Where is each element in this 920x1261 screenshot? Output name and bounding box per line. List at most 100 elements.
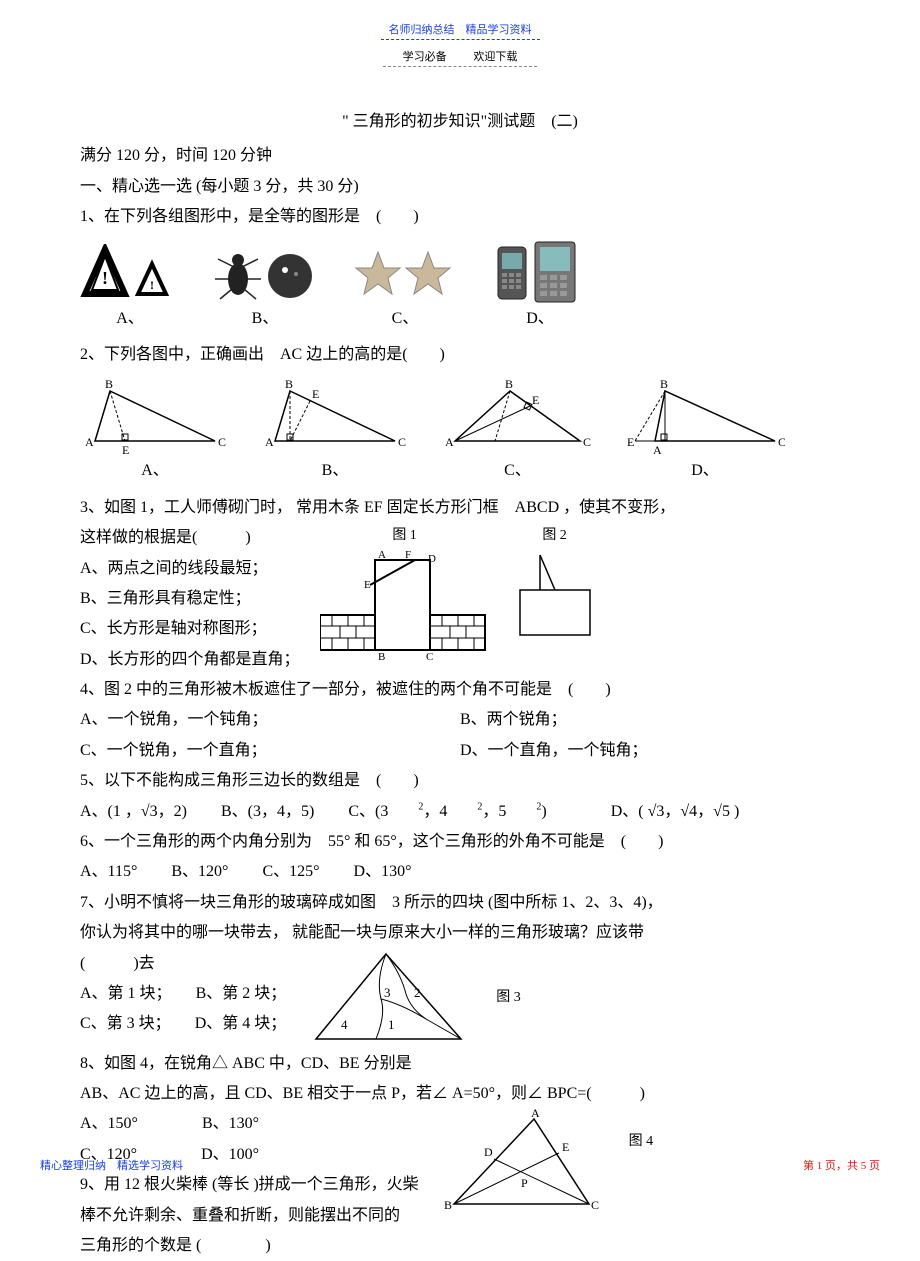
svg-text:A: A	[85, 435, 94, 449]
q8-options: A、150° B、130° C、120° D、100° 9、用 12 根火柴棒 …	[80, 1109, 419, 1261]
q7-figure: 4 1 3 2	[306, 949, 476, 1049]
q6-d: D、130°	[354, 857, 412, 887]
svg-text:E: E	[312, 387, 319, 401]
q4-a: A、一个锐角，一个钝角；	[80, 705, 460, 735]
q5-b: B、(3，4，5)	[221, 797, 314, 827]
q1-opt-b: B、	[210, 244, 320, 334]
exam-title: " 三角形的初步知识"测试题 (二)	[80, 107, 840, 137]
q8-text2: AB、AC 边上的高，且 CD、BE 相交于一点 P，若∠ A=50°，则∠ B…	[80, 1079, 840, 1109]
svg-text:B: B	[505, 377, 513, 391]
header-sub2: 欢迎下载	[473, 51, 517, 63]
q4-b: B、两个锐角；	[460, 705, 840, 735]
q4-d: D、一个直角，一个钝角；	[460, 736, 840, 766]
q3-figures: 图 1 AFD E BC	[320, 523, 600, 660]
q7-d: D、第 4 块；	[195, 1015, 287, 1032]
q3-row: 这样做的根据是( ) A、两点之间的线段最短； B、三角形具有稳定性； C、长方…	[80, 523, 840, 675]
svg-text:P: P	[521, 1176, 528, 1190]
section1-heading: 一、精心选一选 (每小题 3 分，共 30 分)	[80, 172, 840, 202]
q2-fig-c: B A C E C、	[440, 376, 595, 486]
q7-text1: 7、小明不慎将一块三角形的玻璃碎成如图 3 所示的四块 (图中所标 1、2、3、…	[80, 888, 840, 918]
door-frame-icon: AFD E BC	[320, 550, 490, 660]
q5-c: C、(32，42，52)	[348, 797, 576, 827]
score-time: 满分 120 分，时间 120 分钟	[80, 141, 840, 171]
q1-text: 1、在下列各组图形中，是全等的图形是 ( )	[80, 202, 840, 232]
q9-text3: 三角形的个数是 ( )	[80, 1231, 419, 1261]
svg-text:B: B	[444, 1198, 452, 1212]
svg-text:C: C	[426, 651, 433, 660]
q2-lab-b: B、	[260, 456, 410, 486]
q6-a: A、115°	[80, 857, 137, 887]
svg-text:E: E	[364, 579, 371, 591]
q2-lab-d: D、	[625, 456, 785, 486]
q1-lab-a: A、	[80, 304, 180, 334]
q2-lab-a: A、	[80, 456, 230, 486]
svg-text:A: A	[653, 443, 662, 456]
svg-text:2: 2	[414, 985, 421, 1000]
q5-d: D、( √3，√4，√5 )	[611, 797, 740, 827]
q1-lab-c: C、	[350, 304, 460, 334]
fig4-label: 图 4	[629, 1129, 654, 1156]
svg-text:E: E	[562, 1140, 569, 1154]
q3-d: D、长方形的四个角都是直角；	[80, 645, 300, 675]
svg-text:A: A	[531, 1109, 540, 1120]
q5-options: A、(1 ，√3，2) B、(3，4，5) C、(32，42，52) D、( √…	[80, 797, 840, 827]
header-sub: 学习必备 欢迎下载	[383, 46, 538, 67]
q4-options: A、一个锐角，一个钝角； B、两个锐角； C、一个锐角，一个直角； D、一个直角…	[80, 705, 840, 766]
q8-a: A、150°	[80, 1115, 138, 1132]
header-top-text: 名师归纳总结 精品学习资料	[381, 21, 540, 40]
fig1-label: 图 1	[320, 523, 490, 550]
q6-options: A、115° B、120° C、125° D、130°	[80, 857, 840, 887]
fig3-label: 图 3	[496, 985, 521, 1012]
q6-c: C、125°	[262, 857, 319, 887]
fig2-label: 图 2	[510, 523, 600, 550]
svg-text:B: B	[378, 651, 385, 660]
header-sub1: 学习必备	[403, 51, 447, 63]
page-header: 名师归纳总结 精品学习资料 学习必备 欢迎下载	[80, 20, 840, 67]
content: " 三角形的初步知识"测试题 (二) 满分 120 分，时间 120 分钟 一、…	[80, 107, 840, 1261]
q7-text2: 你认为将其中的哪一块带去， 就能配一块与原来大小一样的三角形玻璃？应该带	[80, 918, 840, 948]
svg-text:C: C	[398, 435, 406, 449]
page-footer: 精心整理归纳 精选学习资料 第 1 页，共 5 页	[0, 1157, 920, 1173]
starfish-pair-icon	[350, 244, 460, 304]
q8-row: A、150° B、130° C、120° D、100° 9、用 12 根火柴棒 …	[80, 1109, 840, 1261]
q9-text1: 9、用 12 根火柴棒 (等长 )拼成一个三角形，火柴	[80, 1170, 419, 1200]
footer-right: 第 1 页，共 5 页	[803, 1157, 880, 1173]
q5-text: 5、以下不能构成三角形三边长的数组是 ( )	[80, 766, 840, 796]
phones-icon	[490, 239, 590, 304]
q7-a: A、第 1 块；	[80, 985, 164, 1002]
q2-fig-b: B E A C B、	[260, 376, 410, 486]
q3-a: A、两点之间的线段最短；	[80, 554, 300, 584]
svg-text:C: C	[591, 1198, 599, 1212]
footer-left: 精心整理归纳 精选学习资料	[40, 1157, 183, 1173]
svg-text:A: A	[265, 435, 274, 449]
q8-text1: 8、如图 4，在锐角△ ABC 中，CD、BE 分别是	[80, 1049, 840, 1079]
svg-text:A: A	[445, 435, 454, 449]
q5-a: A、(1 ，√3，2)	[80, 797, 187, 827]
svg-text:C: C	[778, 435, 785, 449]
q8-figure: A D E P B C	[439, 1109, 609, 1261]
q1-lab-b: B、	[210, 304, 320, 334]
svg-text:B: B	[105, 377, 113, 391]
q4-c: C、一个锐角，一个直角；	[80, 736, 460, 766]
q1-opt-a: ! ! A、	[80, 244, 180, 334]
warning-triangles-icon: ! !	[80, 244, 180, 304]
q7-options: ( )去 A、第 1 块； B、第 2 块； C、第 3 块； D、第 4 块；	[80, 949, 286, 1049]
broken-triangle-icon: 4 1 3 2	[306, 949, 476, 1049]
q7-b: B、第 2 块；	[196, 985, 287, 1002]
svg-text:B: B	[660, 377, 668, 391]
q2-figures: B A C E A、 B E A C B、	[80, 376, 840, 486]
q8-b: B、130°	[202, 1115, 259, 1132]
q7-c: C、第 3 块；	[80, 1015, 163, 1032]
q1-lab-d: D、	[490, 304, 590, 334]
page: 名师归纳总结 精品学习资料 学习必备 欢迎下载 " 三角形的初步知识"测试题 (…	[0, 0, 920, 1185]
hidden-triangle-icon	[510, 550, 600, 640]
svg-text:!: !	[102, 268, 108, 288]
q7-text3: ( )去	[80, 949, 286, 979]
q2-fig-d: B A C E D、	[625, 376, 785, 486]
q3-c: C、长方形是轴对称图形；	[80, 614, 300, 644]
svg-text:D: D	[428, 553, 436, 565]
q3-text2: 这样做的根据是( )	[80, 523, 300, 553]
q4-text: 4、图 2 中的三角形被木板遮住了一部分，被遮住的两个角不可能是 ( )	[80, 675, 840, 705]
q1-options: ! ! A、	[80, 239, 840, 334]
svg-text:E: E	[627, 435, 634, 449]
